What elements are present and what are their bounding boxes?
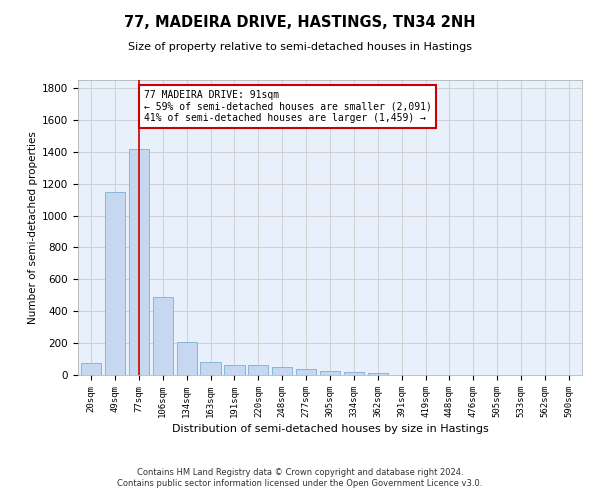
Bar	[344, 372, 364, 375]
Bar	[272, 367, 292, 375]
Bar	[248, 366, 268, 375]
Text: 77, MADEIRA DRIVE, HASTINGS, TN34 2NH: 77, MADEIRA DRIVE, HASTINGS, TN34 2NH	[124, 15, 476, 30]
Text: Contains HM Land Registry data © Crown copyright and database right 2024.
Contai: Contains HM Land Registry data © Crown c…	[118, 468, 482, 487]
Bar	[176, 342, 197, 375]
X-axis label: Distribution of semi-detached houses by size in Hastings: Distribution of semi-detached houses by …	[172, 424, 488, 434]
Bar	[224, 364, 245, 375]
Bar	[105, 192, 125, 375]
Bar	[81, 363, 101, 375]
Y-axis label: Number of semi-detached properties: Number of semi-detached properties	[28, 131, 38, 324]
Bar	[200, 362, 221, 375]
Text: Size of property relative to semi-detached houses in Hastings: Size of property relative to semi-detach…	[128, 42, 472, 52]
Bar	[368, 373, 388, 375]
Bar	[152, 297, 173, 375]
Bar	[296, 369, 316, 375]
Text: 77 MADEIRA DRIVE: 91sqm
← 59% of semi-detached houses are smaller (2,091)
41% of: 77 MADEIRA DRIVE: 91sqm ← 59% of semi-de…	[143, 90, 431, 123]
Bar	[129, 150, 149, 375]
Bar	[320, 370, 340, 375]
